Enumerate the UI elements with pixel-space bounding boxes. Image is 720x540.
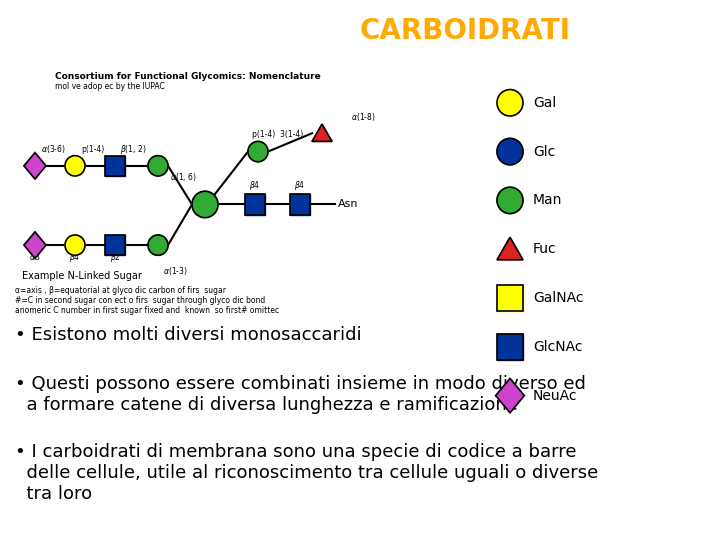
Polygon shape <box>497 237 523 260</box>
Text: $\beta$4: $\beta$4 <box>249 179 261 192</box>
Text: Consortium for Functional Glycomics: Nomenclature: Consortium for Functional Glycomics: Nom… <box>55 72 320 81</box>
Bar <box>105 156 125 176</box>
Polygon shape <box>312 124 332 141</box>
Text: #=C in second sugar con ect o firs  sugar through glyco dic bond: #=C in second sugar con ect o firs sugar… <box>15 296 265 305</box>
Bar <box>497 334 523 360</box>
Text: Example N-Linked Sugar: Example N-Linked Sugar <box>22 271 142 281</box>
Text: LE MEMBRANE CELLULARI -: LE MEMBRANE CELLULARI - <box>0 17 360 45</box>
Bar <box>290 194 310 214</box>
Circle shape <box>65 156 85 176</box>
Circle shape <box>148 235 168 255</box>
Text: α=axis , β=equatorial at glyco dic carbon of firs  sugar: α=axis , β=equatorial at glyco dic carbo… <box>15 286 226 295</box>
Text: $\alpha$(1-8): $\alpha$(1-8) <box>351 111 375 123</box>
Text: $\alpha$(1-3): $\alpha$(1-3) <box>163 265 187 276</box>
Circle shape <box>65 235 85 255</box>
Text: Glc: Glc <box>533 145 555 159</box>
Bar <box>105 235 125 255</box>
Text: Gal: Gal <box>533 96 557 110</box>
Text: • Esistono molti diversi monosaccaridi: • Esistono molti diversi monosaccaridi <box>15 327 361 345</box>
Circle shape <box>497 187 523 214</box>
Bar <box>497 285 523 311</box>
Text: • Questi possono essere combinati insieme in modo diverso ed
  a formare catene : • Questi possono essere combinati insiem… <box>15 375 586 414</box>
Text: Man: Man <box>533 193 562 207</box>
Text: GlcNAc: GlcNAc <box>533 340 582 354</box>
Text: $\beta$2: $\beta$2 <box>109 155 120 168</box>
Text: NeuAc: NeuAc <box>533 389 577 403</box>
Text: GalNAc: GalNAc <box>533 291 583 305</box>
Text: $\beta$4: $\beta$4 <box>294 179 305 192</box>
Text: $\beta$4: $\beta$4 <box>69 252 81 265</box>
Text: p(1-4)  3(1-4): p(1-4) 3(1-4) <box>253 130 304 139</box>
Circle shape <box>248 141 268 162</box>
Bar <box>497 285 523 311</box>
Text: p(1-4): p(1-4) <box>81 145 104 153</box>
Text: $\alpha$(1, 6): $\alpha$(1, 6) <box>169 171 197 183</box>
Bar <box>245 194 265 214</box>
Bar <box>105 156 125 176</box>
Text: $\alpha$(3-6): $\alpha$(3-6) <box>40 143 66 154</box>
Text: mol ve adop ec by the IUPAC: mol ve adop ec by the IUPAC <box>55 83 165 91</box>
Bar <box>245 194 265 214</box>
Text: Fuc: Fuc <box>533 242 557 256</box>
Text: • I carboidrati di membrana sono una specie di codice a barre
  delle cellule, u: • I carboidrati di membrana sono una spe… <box>15 443 598 503</box>
Text: CARBOIDRATI: CARBOIDRATI <box>360 17 571 45</box>
Bar <box>497 334 523 360</box>
Circle shape <box>497 138 523 165</box>
Text: Asn: Asn <box>338 199 359 210</box>
Polygon shape <box>495 379 524 413</box>
Polygon shape <box>24 232 46 258</box>
Circle shape <box>497 90 523 116</box>
Text: $\beta$1: $\beta$1 <box>70 155 81 168</box>
Text: $\alpha$3: $\alpha$3 <box>30 252 40 262</box>
Bar <box>290 194 310 214</box>
Circle shape <box>148 156 168 176</box>
Text: anomeric C number in first sugar fixed and  known  so first# omittec: anomeric C number in first sugar fixed a… <box>15 306 279 315</box>
Text: $\beta$(1, 2): $\beta$(1, 2) <box>120 143 146 156</box>
Text: $\beta$2: $\beta$2 <box>109 252 120 265</box>
Polygon shape <box>24 153 46 179</box>
Bar <box>105 235 125 255</box>
Circle shape <box>192 191 218 218</box>
